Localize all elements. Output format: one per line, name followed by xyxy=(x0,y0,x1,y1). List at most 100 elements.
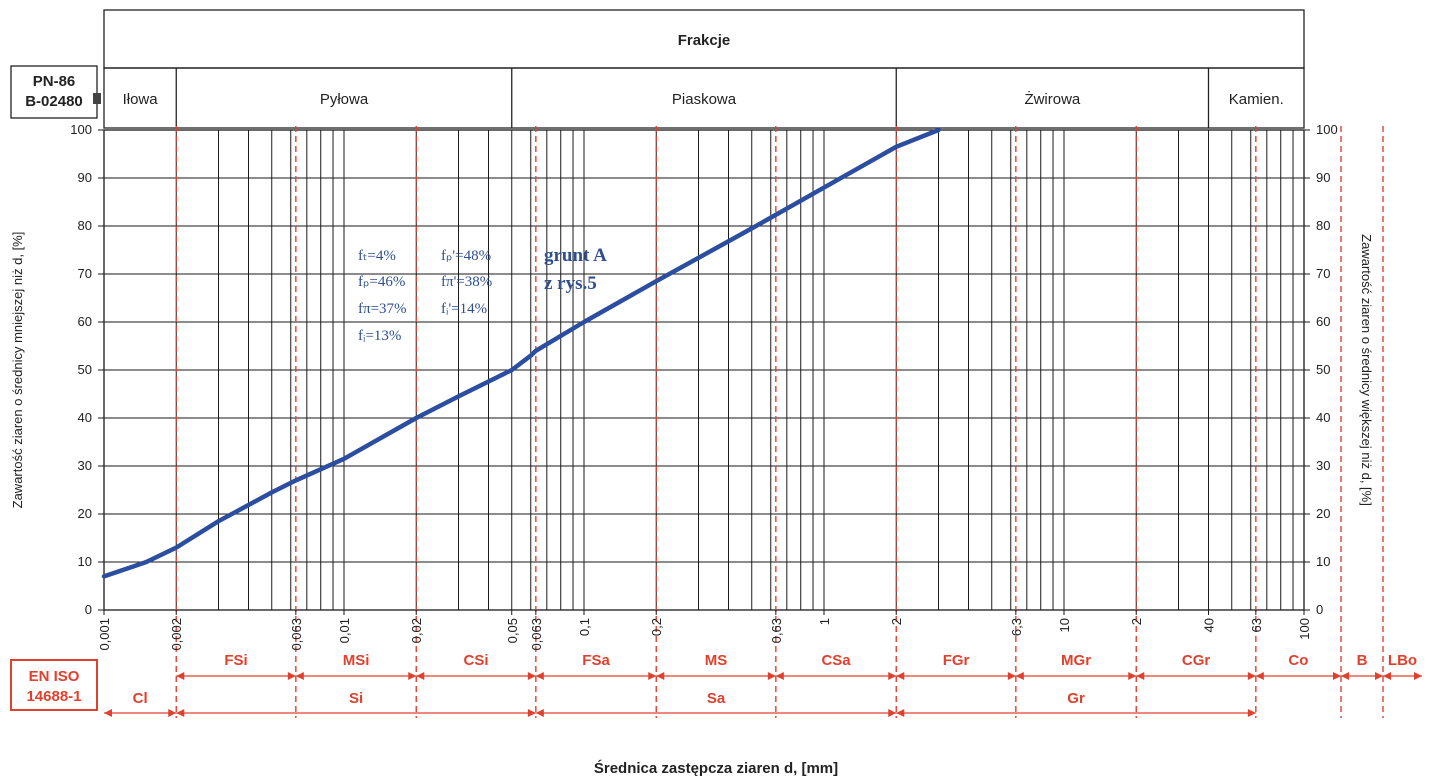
pn-fraction-label: Kamien. xyxy=(1229,91,1284,108)
annotation-right-2: fπ'=38% xyxy=(441,274,492,290)
iso-fine-fraction-arrowhead xyxy=(295,672,304,680)
x-tick-label: 0,001 xyxy=(97,618,112,651)
iso-main-fraction-arrowhead xyxy=(176,709,185,717)
y-tick-label: 30 xyxy=(78,458,92,473)
iso-fine-fraction-label: CSi xyxy=(464,652,489,669)
x-tick-label: 2 xyxy=(889,618,904,625)
y2-tick-label: 40 xyxy=(1316,410,1330,425)
iso-fine-fraction-arrowhead xyxy=(1007,672,1016,680)
iso-fine-fraction-arrowhead xyxy=(1255,672,1264,680)
y2-tick-label: 10 xyxy=(1316,554,1330,569)
iso-main-fraction-arrowhead xyxy=(104,709,112,717)
y2-tick-label: 20 xyxy=(1316,506,1330,521)
pn-standard-line2: B-02480 xyxy=(25,93,83,110)
y2-tick-label: 0 xyxy=(1316,602,1323,617)
iso-fine-fraction-arrowhead xyxy=(1383,672,1391,680)
iso-fine-fraction-arrowhead xyxy=(1375,672,1383,680)
iso-fine-fraction-arrowhead xyxy=(888,672,897,680)
soil-label-line1: grunt A xyxy=(544,245,607,266)
iso-fine-fraction-label: MSi xyxy=(343,652,370,669)
pn-fraction-label: Pyłowa xyxy=(320,91,369,108)
y2-tick-label: 80 xyxy=(1316,218,1330,233)
iso-fine-fraction-arrowhead xyxy=(527,672,536,680)
header-title: Frakcje xyxy=(678,32,731,49)
iso-fine-fraction-arrowhead xyxy=(1136,672,1145,680)
iso-main-fraction-label: Sa xyxy=(707,690,726,707)
iso-fine-fraction-arrowhead xyxy=(176,672,185,680)
iso-fine-fraction-arrowhead xyxy=(656,672,665,680)
iso-fine-fraction-label: FGr xyxy=(943,652,970,669)
iso-fine-fraction-arrowhead xyxy=(1414,672,1422,680)
x-tick-label: 0,1 xyxy=(577,618,592,636)
x-tick-label: 6,3 xyxy=(1009,618,1024,636)
iso-fine-fraction-arrowhead xyxy=(416,672,425,680)
iso-main-fraction-arrowhead xyxy=(527,709,536,717)
pn-standard-line1: PN-86 xyxy=(33,73,76,90)
x-tick-label: 63 xyxy=(1249,618,1264,632)
annotation-right-3: fᵢ'=14% xyxy=(441,301,487,317)
y-tick-label: 80 xyxy=(78,218,92,233)
y2-tick-label: 70 xyxy=(1316,266,1330,281)
grid xyxy=(98,129,1310,611)
iso-main-fraction-label: Si xyxy=(349,690,363,707)
y2-axis-label: Zawartość ziaren o średnicy większej niż… xyxy=(1359,234,1374,506)
iso-main-fraction-arrowhead xyxy=(1247,709,1256,717)
x-tick-label: 0,01 xyxy=(337,618,352,643)
y-axis-label: Zawartość ziaren o średnicy mniejszej ni… xyxy=(10,232,25,509)
iso-fine-fraction-label: LBo xyxy=(1388,652,1417,669)
y-tick-label: 0 xyxy=(85,602,92,617)
iso-standard-line1: EN ISO xyxy=(29,668,80,685)
grading-curve-layer xyxy=(101,127,941,579)
iso-fine-fraction-label: FSi xyxy=(224,652,247,669)
pn-marker xyxy=(93,93,101,104)
pn-fraction-label: Iłowa xyxy=(123,91,159,108)
y2-tick-label: 100 xyxy=(1316,122,1338,137)
iso-fine-fraction-arrowhead xyxy=(767,672,776,680)
iso-main-fraction-arrowhead xyxy=(896,709,905,717)
x-tick-label: 0,002 xyxy=(169,618,184,651)
iso-main-fraction-label: Gr xyxy=(1067,690,1085,707)
iso-fine-fraction-label: MS xyxy=(705,652,728,669)
x-tick-label: 0,02 xyxy=(409,618,424,643)
x-tick-label: 0,05 xyxy=(505,618,520,643)
iso-main-fraction-label: Cl xyxy=(133,690,148,707)
x-tick-label: 40 xyxy=(1201,618,1216,632)
y-tick-label: 90 xyxy=(78,170,92,185)
x-tick-label: 2 xyxy=(1129,618,1144,625)
y-tick-label: 50 xyxy=(78,362,92,377)
y2-tick-label: 90 xyxy=(1316,170,1330,185)
iso-fine-fraction-label: Co xyxy=(1288,652,1308,669)
x-tick-label: 1 xyxy=(817,618,832,625)
x-tick-label: 0,063 xyxy=(529,618,544,651)
pn-fraction-label: Piaskowa xyxy=(672,91,737,108)
iso-fine-fraction-arrowhead xyxy=(287,672,296,680)
iso-fine-fraction-arrowhead xyxy=(1128,672,1137,680)
annotation-right-1: fₚ'=48% xyxy=(441,248,491,264)
grading-curve xyxy=(101,127,941,579)
iso-standard-box xyxy=(10,659,98,711)
iso-fine-fraction-label: B xyxy=(1357,652,1368,669)
iso-fine-fraction-arrowhead xyxy=(535,672,544,680)
pn-fraction-row xyxy=(103,67,1305,129)
iso-fine-fraction-arrowhead xyxy=(1247,672,1256,680)
iso-main-fraction-arrowhead xyxy=(535,709,544,717)
fraction-header: Frakcje PN-86 B-02480 xyxy=(10,9,1305,129)
iso-fine-fraction-arrowhead xyxy=(648,672,657,680)
pn-fraction-label: Żwirowa xyxy=(1024,90,1080,108)
iso-fine-fraction-arrowhead xyxy=(896,672,905,680)
y2-tick-label: 50 xyxy=(1316,362,1330,377)
iso-fine-fraction-arrowhead xyxy=(1341,672,1349,680)
iso-main-fraction-arrowhead xyxy=(168,709,177,717)
x-tick-label: 10 xyxy=(1057,618,1072,632)
iso-fine-fraction-label: CSa xyxy=(821,652,851,669)
y-tick-label: 70 xyxy=(78,266,92,281)
iso-fine-fraction-label: CGr xyxy=(1182,652,1211,669)
y-tick-label: 10 xyxy=(78,554,92,569)
annotations: fₜ=4% fₚ=46% fπ=37% fᵢ=13% fₚ'=48% fπ'=3… xyxy=(358,245,607,344)
iso-standard-line2: 14688-1 xyxy=(26,688,81,705)
pn-standard-box xyxy=(10,65,98,119)
y-tick-label: 40 xyxy=(78,410,92,425)
iso-fine-fraction-arrowhead xyxy=(775,672,784,680)
y-tick-label: 20 xyxy=(78,506,92,521)
